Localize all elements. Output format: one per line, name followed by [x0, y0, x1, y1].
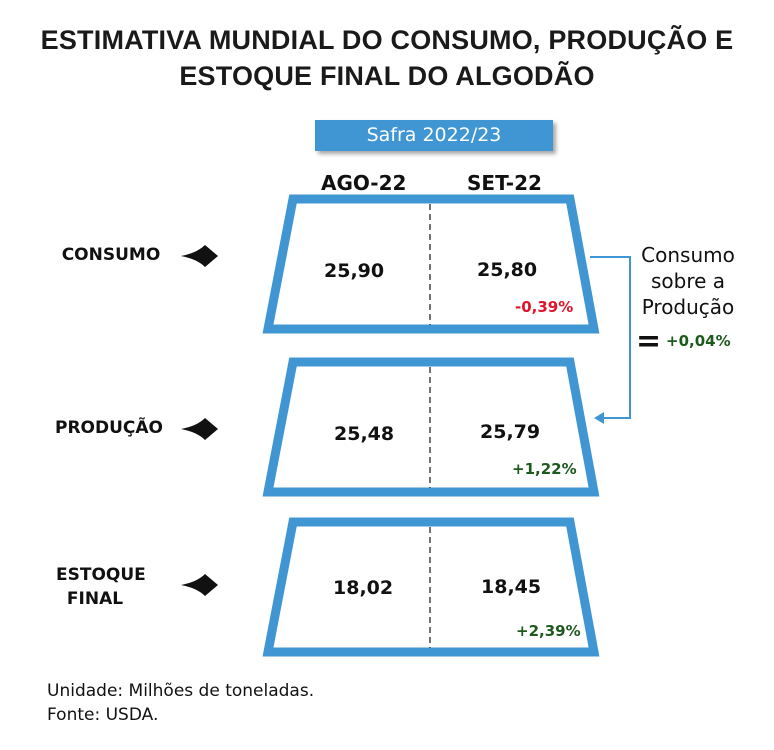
producao-set-value: 25,79 [480, 421, 541, 443]
producao-ago-value: 25,48 [334, 423, 395, 445]
arrow-right-icon [181, 245, 218, 267]
row-label-producao: PRODUÇÃO [54, 418, 163, 438]
consumo-ago-value: 25,90 [324, 260, 385, 282]
row-label-estoque-line2: FINAL [66, 589, 124, 609]
footer-unit: Unidade: Milhões de toneladas. [47, 681, 315, 701]
ratio-note-line1: Consumo [641, 243, 735, 267]
producao-change: +1,22% [512, 460, 577, 478]
title-line-2: ESTOQUE FINAL DO ALGODÃO [179, 61, 595, 91]
ratio-note-line3: Produção [641, 295, 735, 319]
title-line-1: ESTIMATIVA MUNDIAL DO CONSUMO, PRODUÇÃO … [40, 25, 734, 55]
column-header-ago: AGO-22 [321, 171, 407, 195]
connector-line [590, 256, 631, 419]
consumo-set-value: 25,80 [477, 259, 538, 281]
footer-source: Fonte: USDA. [47, 705, 159, 725]
ratio-equals: = [636, 324, 662, 359]
ratio-value: +0,04% [666, 332, 731, 350]
row-label-estoque-line1: ESTOQUE [56, 565, 146, 585]
estoque-frame [262, 517, 600, 657]
safra-badge: Safra 2022/23 [315, 120, 553, 151]
estoque-change: +2,39% [516, 622, 581, 640]
consumo-frame [262, 194, 600, 334]
consumo-change: -0,39% [515, 298, 574, 316]
arrow-right-icon [181, 574, 218, 596]
row-label-estoque: ESTOQUE FINAL [56, 563, 146, 611]
ratio-note: Consumo sobre a Produção [630, 242, 746, 320]
estoque-ago-value: 18,02 [333, 577, 394, 599]
column-header-set: SET-22 [467, 171, 542, 195]
producao-frame [262, 357, 600, 497]
connector-arrowhead [594, 412, 604, 424]
estoque-set-value: 18,45 [481, 576, 542, 598]
row-label-consumo: CONSUMO [61, 245, 161, 265]
arrow-right-icon [181, 418, 218, 440]
ratio-note-line2: sobre a [650, 269, 726, 293]
